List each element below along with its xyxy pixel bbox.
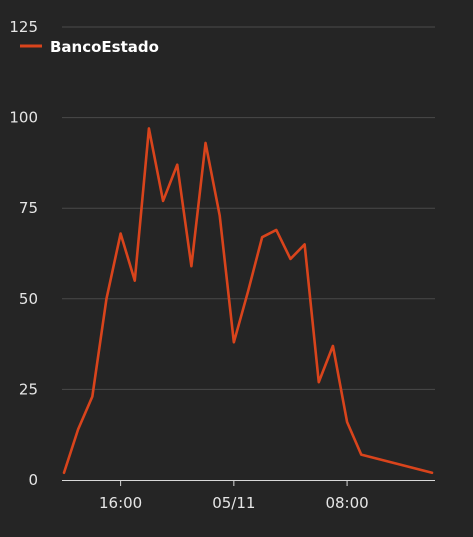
data-point	[133, 279, 137, 283]
x-tick-label: 05/11	[212, 494, 255, 512]
x-tick-label: 16:00	[99, 494, 142, 512]
legend-label: BancoEstado	[50, 38, 159, 56]
data-point	[104, 297, 108, 301]
legend: BancoEstado	[20, 38, 159, 56]
data-point	[288, 257, 292, 261]
series-line-bancoestado	[62, 127, 434, 475]
data-point	[147, 126, 151, 130]
data-point	[232, 340, 236, 344]
data-point	[218, 213, 222, 217]
series-group	[62, 126, 434, 475]
data-point	[430, 471, 434, 475]
y-tick-label: 0	[28, 471, 38, 489]
x-tick-label: 08:00	[325, 494, 368, 512]
data-point	[345, 420, 349, 424]
grid	[62, 26, 435, 390]
y-tick-label: 50	[19, 290, 38, 308]
data-point	[303, 242, 307, 246]
y-tick-label: 25	[19, 380, 38, 398]
data-point	[175, 163, 179, 167]
y-tick-label: 100	[9, 109, 38, 127]
x-axis: 16:00 05/11 08:00	[62, 480, 435, 512]
data-point	[274, 228, 278, 232]
data-point	[189, 264, 193, 268]
data-point	[161, 199, 165, 203]
data-point	[204, 141, 208, 145]
y-tick-label: 125	[9, 18, 38, 36]
data-point	[331, 344, 335, 348]
y-axis: 0 25 50 75 100 125	[9, 18, 38, 489]
data-point	[90, 395, 94, 399]
data-point	[373, 456, 377, 460]
data-point	[317, 380, 321, 384]
data-point	[388, 460, 392, 464]
data-point	[402, 464, 406, 468]
data-point	[62, 471, 66, 475]
y-tick-label: 75	[19, 199, 38, 217]
data-point	[246, 290, 250, 294]
data-point	[76, 427, 80, 431]
data-point	[119, 232, 123, 236]
data-point	[260, 235, 264, 239]
data-point	[416, 467, 420, 471]
data-point	[359, 453, 363, 457]
